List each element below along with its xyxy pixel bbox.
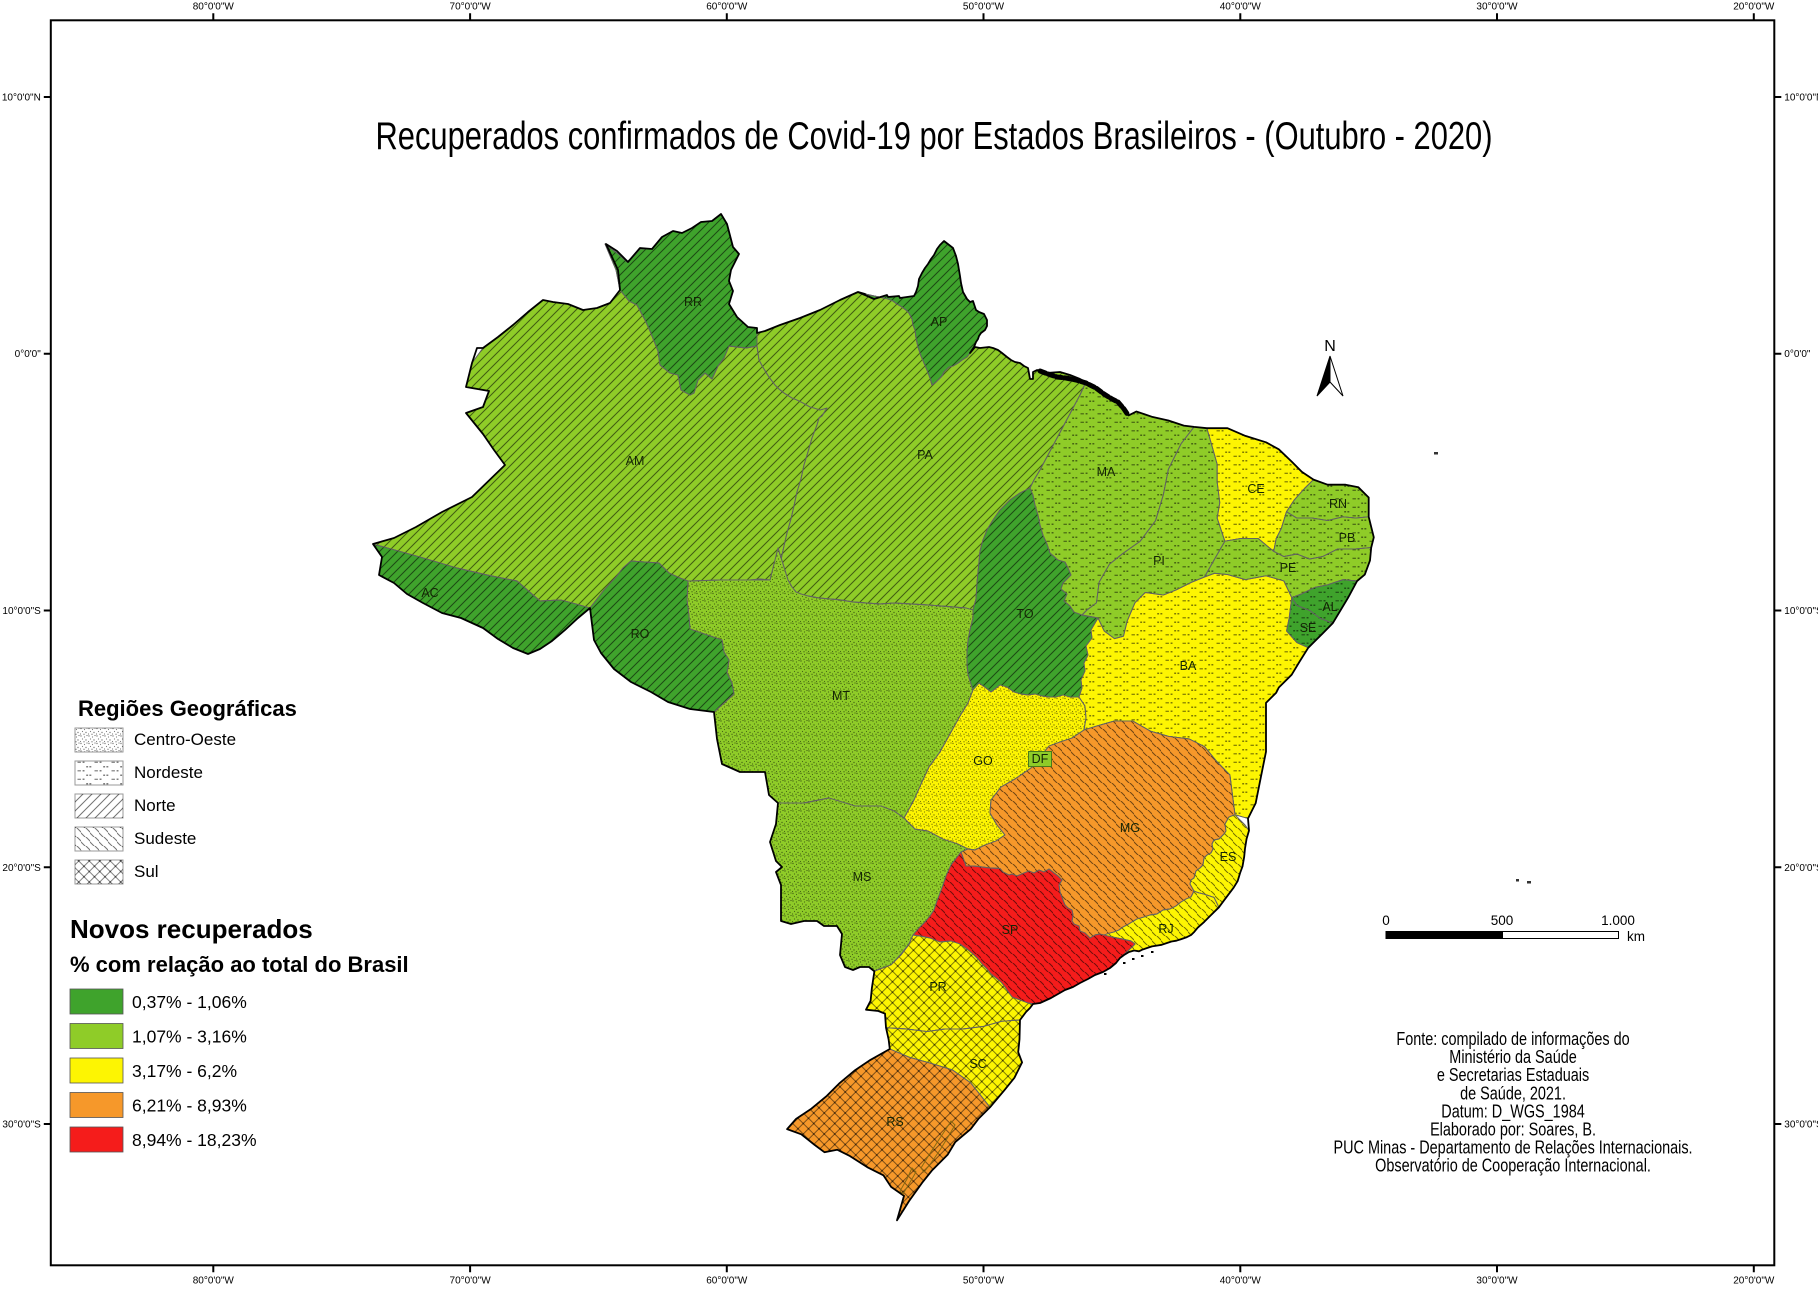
svg-text:DF: DF [1032,752,1049,766]
svg-text:Datum: D_WGS_1984: Datum: D_WGS_1984 [1441,1101,1584,1122]
svg-text:Regiões Geográficas: Regiões Geográficas [78,696,297,721]
svg-text:km: km [1627,929,1645,944]
svg-text:e Secretarias Estaduais: e Secretarias Estaduais [1437,1064,1589,1085]
svg-text:10°0'0"S: 10°0'0"S [2,606,41,617]
svg-text:0: 0 [1382,913,1390,928]
svg-text:20°0'0"W: 20°0'0"W [1733,1,1775,12]
svg-text:Observatório de Cooperação Int: Observatório de Cooperação Internacional… [1375,1155,1651,1176]
svg-text:70°0'0"W: 70°0'0"W [450,1275,492,1286]
svg-text:20°0'0"S: 20°0'0"S [2,863,41,874]
svg-text:Novos recuperados: Novos recuperados [70,914,313,944]
svg-text:30°0'0"S: 30°0'0"S [1784,1120,1818,1131]
svg-text:RR: RR [684,295,702,309]
svg-text:MG: MG [1120,821,1140,835]
svg-text:MS: MS [853,870,872,884]
svg-text:30°0'0"W: 30°0'0"W [1476,1275,1518,1286]
svg-text:RN: RN [1329,497,1347,511]
svg-text:80°0'0"W: 80°0'0"W [193,1,235,12]
svg-text:TO: TO [1016,607,1033,621]
svg-text:50°0'0"W: 50°0'0"W [963,1275,1005,1286]
svg-text:PI: PI [1153,554,1165,568]
svg-text:0°0'0": 0°0'0" [1784,349,1811,360]
svg-text:PR: PR [929,980,946,994]
svg-text:1.000: 1.000 [1601,913,1635,928]
svg-text:CE: CE [1247,482,1264,496]
svg-text:60°0'0"W: 60°0'0"W [706,1275,748,1286]
svg-text:% com relação ao total do Bras: % com relação ao total do Brasil [70,952,409,977]
svg-text:N: N [1324,338,1336,355]
svg-text:20°0'0"S: 20°0'0"S [1784,863,1818,874]
svg-text:Elaborado por: Soares, B.: Elaborado por: Soares, B. [1430,1119,1596,1140]
svg-text:de Saúde, 2021.: de Saúde, 2021. [1460,1083,1566,1104]
svg-text:Sul: Sul [134,862,159,881]
svg-text:MA: MA [1097,465,1116,479]
svg-text:0°0'0": 0°0'0" [15,349,42,360]
svg-text:Ministério da Saúde: Ministério da Saúde [1449,1046,1576,1067]
svg-text:10°0'0"S: 10°0'0"S [1784,606,1818,617]
svg-text:70°0'0"W: 70°0'0"W [450,1,492,12]
svg-text:Norte: Norte [134,796,176,815]
svg-text:AP: AP [931,315,948,329]
svg-text:6,21% - 8,93%: 6,21% - 8,93% [132,1096,247,1116]
svg-text:RS: RS [886,1115,903,1129]
svg-text:Centro-Oeste: Centro-Oeste [134,730,236,749]
svg-text:AM: AM [626,454,645,468]
svg-text:30°0'0"W: 30°0'0"W [1476,1,1518,12]
svg-text:40°0'0"W: 40°0'0"W [1220,1275,1262,1286]
svg-text:BA: BA [1180,659,1197,673]
svg-text:3,17% - 6,2%: 3,17% - 6,2% [132,1061,237,1081]
svg-text:PA: PA [917,448,933,462]
svg-text:Fonte: compilado de informaçõe: Fonte: compilado de informações do [1396,1028,1629,1049]
svg-text:80°0'0"W: 80°0'0"W [193,1275,235,1286]
svg-text:50°0'0"W: 50°0'0"W [963,1,1005,12]
svg-text:MT: MT [832,689,850,703]
svg-text:SP: SP [1002,923,1019,937]
svg-text:20°0'0"W: 20°0'0"W [1733,1275,1775,1286]
svg-text:SC: SC [969,1057,986,1071]
svg-text:10°0'0"N: 10°0'0"N [2,93,41,104]
svg-text:AC: AC [421,586,438,600]
svg-text:Nordeste: Nordeste [134,763,203,782]
svg-text:1,07% - 3,16%: 1,07% - 3,16% [132,1027,247,1047]
svg-text:PB: PB [1339,531,1356,545]
svg-text:8,94% - 18,23%: 8,94% - 18,23% [132,1130,257,1150]
svg-text:PUC Minas - Departamento de Re: PUC Minas - Departamento de Relações Int… [1334,1137,1693,1158]
svg-text:10°0'0"N: 10°0'0"N [1784,93,1818,104]
svg-text:0,37% - 1,06%: 0,37% - 1,06% [132,992,247,1012]
svg-text:ES: ES [1220,850,1237,864]
svg-text:GO: GO [973,754,993,768]
svg-text:Recuperados confirmados de Cov: Recuperados confirmados de Covid-19 por … [376,115,1493,158]
svg-text:AL: AL [1322,600,1337,614]
svg-text:RO: RO [631,627,650,641]
svg-text:40°0'0"W: 40°0'0"W [1220,1,1262,12]
svg-text:30°0'0"S: 30°0'0"S [2,1120,41,1131]
svg-text:SE: SE [1300,621,1317,635]
svg-text:500: 500 [1491,913,1514,928]
svg-text:RJ: RJ [1158,922,1173,936]
svg-text:60°0'0"W: 60°0'0"W [706,1,748,12]
svg-text:PE: PE [1280,561,1297,575]
svg-text:Sudeste: Sudeste [134,829,196,848]
